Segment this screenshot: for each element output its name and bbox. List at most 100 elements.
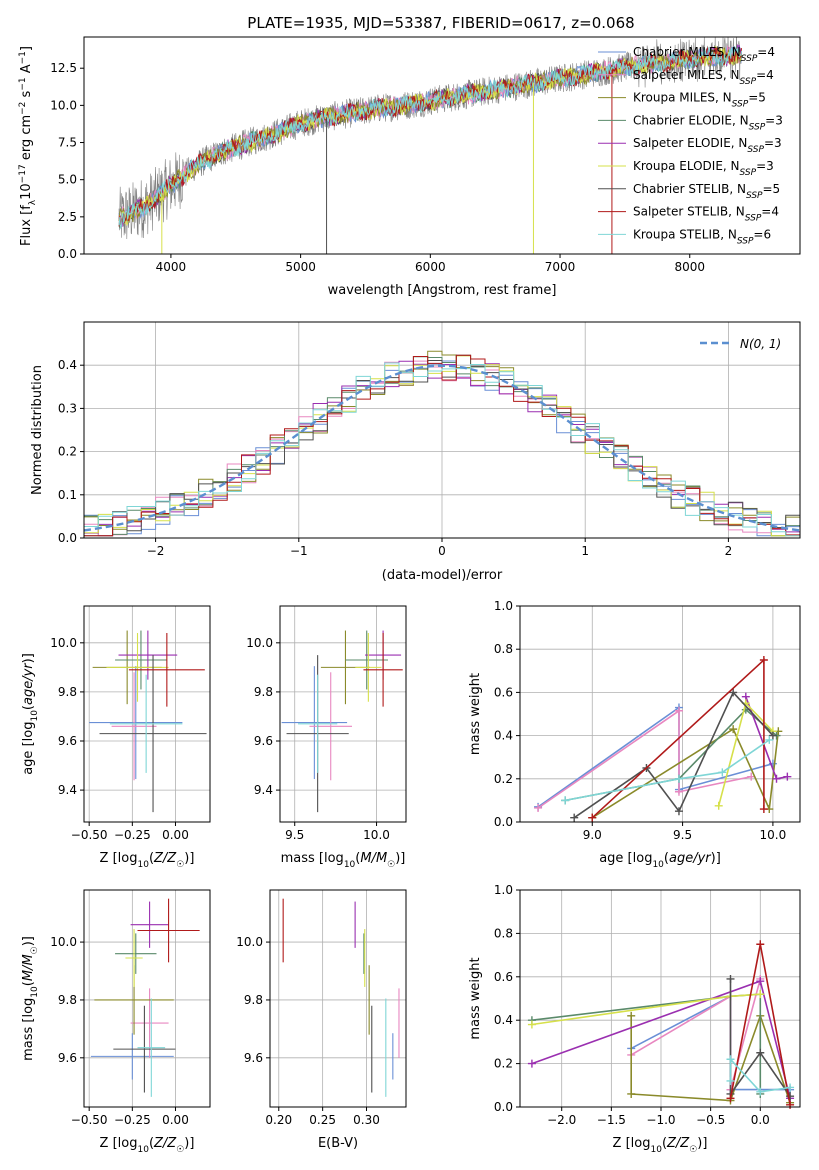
x-tick-label: 9.5 (673, 828, 692, 842)
series-marker (772, 774, 781, 783)
axes-age_vs_mass: 9.5 10.0 9.4 9.6 9.8 10.0 mass [log10(M/M☉)] (246, 605, 407, 870)
y-tick-label: 0.1 (58, 488, 77, 502)
axes-weight_vs_age: 9.0 9.5 10.0 0.0 0.2 0.4 0.6 0.8 1.0 age [log10(a… (468, 599, 801, 870)
axes-frame (269, 889, 407, 1108)
y-tick-label: 0.0 (494, 815, 513, 829)
legend-label: Chabrier ELODIE, NSSP=3 (633, 113, 783, 132)
axes-frame (519, 889, 801, 1108)
series-marker (527, 1059, 536, 1068)
axes-mass_vs_EBV: 0.20 0.25 0.30 9.6 9.8 10.0 E(B-V) (236, 889, 407, 1151)
y-tick-label: 10.0 (236, 935, 263, 949)
y-tick-label: 9.8 (244, 993, 263, 1007)
y-tick-label: 10.0 (246, 636, 273, 650)
x-tick-label: −1.0 (646, 1113, 675, 1127)
series-marker (674, 706, 683, 715)
series-line-8 (565, 739, 770, 802)
x-axis-label: E(B-V) (318, 1136, 358, 1151)
weight-series (534, 656, 792, 822)
y-tick-label: 0.4 (494, 1013, 513, 1027)
y-axis-label: Flux [fλ10−17 erg cm−2 s−1 A−1] (18, 46, 38, 246)
legend-label: N(0, 1) (740, 337, 781, 351)
series-marker (768, 731, 777, 740)
legend-label: Chabrier STELIB, NSSP=5 (633, 182, 780, 201)
axes-frame (83, 889, 211, 1108)
x-tick-label: 0.30 (353, 1113, 380, 1127)
y-tick-label: 9.6 (58, 1051, 77, 1065)
series-marker (627, 1011, 636, 1020)
x-tick-label: 4000 (156, 260, 187, 274)
axes-weight_vs_Z: −2.0 −1.5 −1.0 −0.5 0.0 0.0 0.2 0.4 0.6 0.8 1.0 Z [… (468, 883, 801, 1155)
y-tick-label: 10.0 (50, 98, 77, 112)
y-tick-label: 9.8 (58, 685, 77, 699)
y-tick-label: 0.3 (58, 401, 77, 415)
series-marker (756, 990, 765, 999)
y-axis-label: mass weight (468, 673, 483, 755)
series-marker (786, 1092, 795, 1101)
axes-spectrum: 4000 5000 6000 7000 8000 0.0 2.5 5.0 7.5 10.0 12.5… (18, 36, 801, 298)
series-marker (756, 1048, 765, 1057)
series-line-1 (537, 709, 752, 809)
x-tick-label: −0.25 (114, 828, 151, 842)
series-marker (756, 977, 765, 986)
series-marker (786, 1083, 795, 1092)
series-marker (674, 787, 683, 796)
y-tick-label: 0.4 (58, 358, 77, 372)
legend-label: Kroupa MILES, NSSP=5 (633, 91, 766, 110)
y-tick-label: 9.4 (254, 783, 273, 797)
x-tick-label: 2 (725, 544, 733, 558)
y-tick-label: 10.0 (50, 935, 77, 949)
y-tick-label: 5.0 (58, 173, 77, 187)
y-tick-label: 7.5 (58, 136, 77, 150)
x-tick-label: 7000 (545, 260, 576, 274)
axes-frame (519, 605, 801, 823)
axes-residuals: −2 −1 0 1 2 0.0 0.1 0.2 0.3 0.4 (data-model)/error… (30, 321, 801, 583)
series-marker (756, 1087, 765, 1096)
series-marker (726, 1076, 735, 1085)
histogram-8 (84, 362, 800, 537)
x-axis-label: Z [log10(Z/Z☉)] (100, 851, 195, 870)
y-tick-label: 9.8 (254, 685, 273, 699)
spectrum-lines (118, 37, 743, 254)
x-tick-label: 9.5 (285, 828, 304, 842)
series-marker (674, 774, 683, 783)
y-tick-label: 9.6 (244, 1051, 263, 1065)
x-axis-label: wavelength [Angstrom, rest frame] (328, 283, 557, 298)
x-tick-label: 10.0 (363, 828, 390, 842)
series-marker (570, 813, 579, 822)
histograms (84, 350, 800, 537)
x-tick-label: 0.20 (265, 1113, 292, 1127)
x-tick-label: −1 (290, 544, 308, 558)
x-axis-label: Z [log10(Z/Z☉)] (613, 1136, 708, 1155)
series-marker (674, 807, 683, 816)
y-tick-label: 0.0 (494, 1100, 513, 1114)
series-marker (756, 940, 765, 949)
x-tick-label: −0.50 (71, 828, 108, 842)
y-tick-label: 12.5 (50, 61, 77, 75)
axes-age_vs_Z: −0.50 −0.25 0.00 9.4 9.6 9.8 10.0 Z [log10(Z/Z☉… (21, 605, 211, 870)
y-tick-label: 0.6 (494, 970, 513, 984)
x-tick-label: 0.00 (162, 1113, 189, 1127)
errorbars (281, 630, 403, 813)
series-marker (783, 772, 792, 781)
histogram-7 (84, 354, 800, 537)
x-tick-label: 0.00 (162, 828, 189, 842)
y-tick-label: 1.0 (494, 599, 513, 613)
series-marker (714, 801, 723, 810)
x-tick-label: 0.25 (309, 1113, 336, 1127)
series-marker (726, 1094, 735, 1103)
weight-series (527, 940, 795, 1109)
series-marker (726, 974, 735, 983)
y-tick-label: 1.0 (494, 883, 513, 897)
figure-title: PLATE=1935, MJD=53387, FIBERID=0617, z=0… (247, 14, 634, 32)
y-tick-label: 9.6 (58, 734, 77, 748)
x-axis-label: age [log10(age/yr)] (599, 851, 721, 870)
legend-label: Salpeter STELIB, NSSP=4 (633, 205, 779, 224)
axes-mass_vs_Z: −0.50 −0.25 0.00 9.6 9.8 10.0 Z [log10(Z/Z☉)] m… (21, 889, 211, 1155)
legend-label: Salpeter ELODIE, NSSP=3 (633, 136, 782, 155)
y-tick-label: 10.0 (50, 636, 77, 650)
series-line-6 (729, 979, 791, 1097)
series-marker (726, 1055, 735, 1064)
series-line-8 (729, 1057, 791, 1093)
series-marker (718, 768, 727, 777)
x-tick-label: 1 (581, 544, 589, 558)
